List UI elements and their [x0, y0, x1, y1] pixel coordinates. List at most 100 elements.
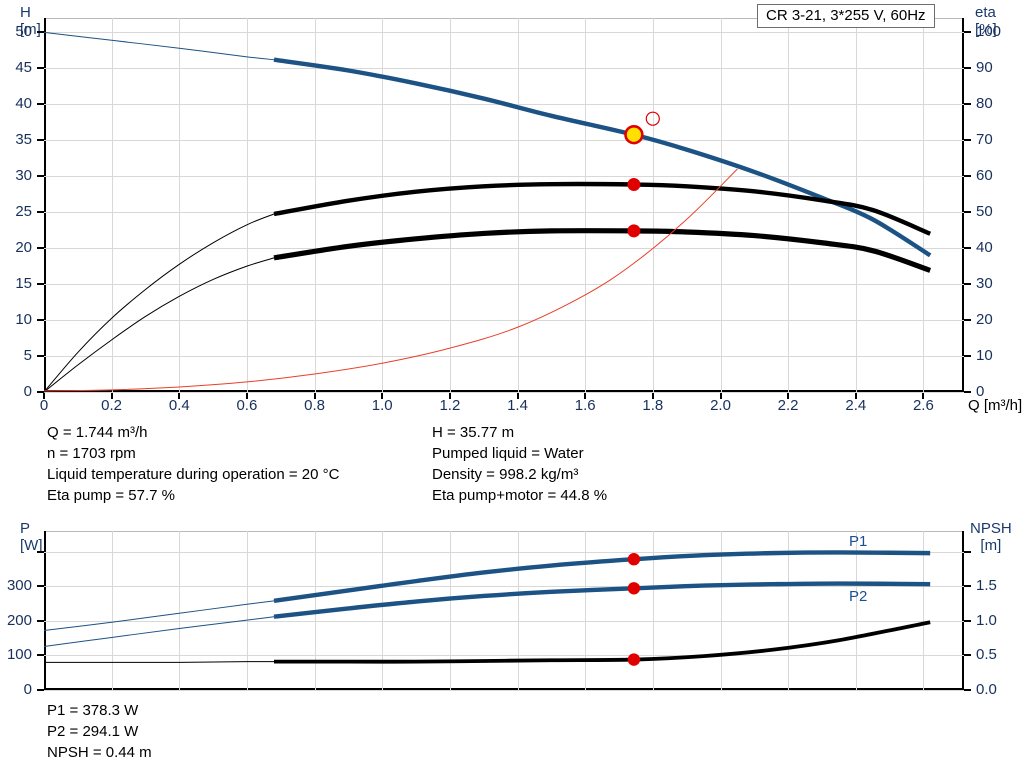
bottom-chart-right-tick-label: 0.5: [976, 646, 997, 664]
top-plot-left-tick: [37, 31, 44, 34]
curve-path: [43, 257, 275, 393]
top-chart-left-tick-label: 20: [15, 239, 32, 257]
top-plot-gridline-v: [179, 18, 181, 392]
bottom-plot-gridline-v: [517, 531, 519, 690]
top-chart-plot-area: [37, 18, 971, 399]
bottom-plot-gridline-v: [652, 531, 654, 690]
top-plot-gridline-v: [788, 18, 790, 392]
top-chart-xtick-label: 1.8: [642, 397, 664, 414]
top-plot-gridline-v: [111, 18, 113, 392]
top-plot-left-tick: [37, 211, 44, 214]
bottom-left-axis-unit: [W]: [20, 537, 43, 554]
top-chart-right-tick-label: 60: [976, 167, 993, 185]
top-plot-gridline-h: [44, 176, 964, 178]
top-chart-left-axis-title: H [m]: [20, 4, 41, 38]
top-chart-right-tick-label: 30: [976, 275, 993, 293]
bottom-plot-gridline-h: [44, 586, 964, 588]
top-plot-left-tick: [37, 391, 44, 393]
top-plot-gridline-h: [44, 392, 964, 393]
readout-n: n = 1703 rpm: [47, 445, 136, 462]
readout-p1: P1 = 378.3 W: [47, 702, 139, 719]
readout-bottom: P1 = 378.3 W P2 = 294.1 W NPSH = 0.44 m: [47, 702, 152, 761]
top-chart-right-tick-label: 80: [976, 95, 993, 113]
bottom-chart-right-tick-label: 0.0: [976, 681, 997, 698]
top-plot-right-tick: [964, 103, 971, 106]
top-plot-left-tick: [37, 283, 44, 286]
bottom-plot-frame-bottom: [44, 688, 964, 690]
top-chart-xtick-label: 1.2: [439, 397, 461, 414]
top-left-axis-name: H: [20, 4, 31, 21]
top-plot-gridline-v: [449, 18, 451, 392]
p2-duty-dot: [627, 582, 641, 595]
readout-top-column-2: H = 35.77 m Pumped liquid = Water Densit…: [432, 424, 607, 504]
p1-duty-dot: [627, 553, 641, 566]
bottom-plot-gridline-v: [585, 531, 587, 690]
readout-pumped-liquid: Pumped liquid = Water: [432, 445, 584, 462]
readout-density: Density = 998.2 kg/m³: [432, 466, 579, 483]
top-chart-right-tick-label: 0: [976, 383, 985, 400]
top-plot-xtick: [854, 392, 857, 399]
eta-pump-duty-dot: [627, 178, 641, 191]
top-plot-gridline-h: [44, 320, 964, 322]
top-plot-gridline-h: [44, 356, 964, 357]
top-plot-gridline-v: [652, 18, 654, 392]
bottom-plot-right-tick: [964, 619, 971, 622]
bottom-right-axis-name: NPSH: [970, 520, 1012, 537]
readout-liquid-temp: Liquid temperature during operation = 20…: [47, 466, 340, 483]
top-chart-xtick-label: 1.4: [507, 397, 528, 414]
readout-npsh: NPSH = 0.44 m: [47, 744, 152, 761]
curve-path: [273, 57, 932, 258]
bottom-plot-gridline-v: [246, 531, 248, 690]
top-plot-xtick: [178, 392, 181, 399]
top-plot-right-tick: [964, 355, 971, 357]
bottom-plot-right-tick: [964, 550, 971, 553]
top-chart-xtick-label: 0: [39, 397, 49, 414]
top-plot-right-tick: [964, 211, 971, 214]
bottom-plot-gridline-v: [382, 531, 384, 690]
bottom-plot-frame-top: [44, 531, 964, 532]
top-plot-frame-left: [44, 18, 46, 392]
readout-h: H = 35.77 m: [432, 424, 515, 441]
bottom-left-axis-name: P: [20, 520, 31, 537]
top-plot-right-tick: [964, 247, 971, 250]
bottom-plot-gridline-v: [449, 531, 451, 690]
bottom-plot-right-tick: [964, 689, 971, 691]
top-chart-xtick-label: 0.8: [304, 397, 326, 414]
top-chart-right-tick-label: 20: [976, 311, 993, 329]
bottom-plot-gridline-h: [44, 620, 964, 622]
bottom-plot-frame-right: [962, 531, 964, 690]
top-plot-xtick: [245, 392, 248, 399]
p2-curve-label: P2: [849, 588, 868, 605]
top-chart-left-tick-label: 50: [15, 23, 32, 41]
top-plot-gridline-v: [246, 18, 248, 392]
top-plot-left-tick: [37, 139, 44, 142]
top-chart-right-tick-label: 50: [976, 203, 993, 221]
bottom-chart-left-tick-label: 0: [23, 681, 32, 698]
top-plot-xtick: [584, 392, 587, 399]
top-right-axis-name: eta: [975, 4, 996, 21]
bottom-plot-left-tick: [37, 619, 44, 622]
bottom-plot-left-tick: [37, 654, 44, 657]
bottom-plot-gridline-h: [44, 690, 964, 691]
head-duty-point-marker: [624, 124, 644, 145]
top-plot-frame-bottom: [44, 390, 964, 392]
top-plot-gridline-h: [44, 140, 964, 142]
top-plot-xtick: [719, 392, 722, 399]
top-chart-xtick-label: 0.6: [236, 397, 258, 414]
top-chart-left-tick-label: 25: [15, 203, 32, 221]
bottom-plot-gridline-h: [44, 655, 964, 657]
top-chart-right-tick-label: 70: [976, 131, 993, 149]
top-chart-curves: [43, 31, 932, 393]
top-plot-gridline-v: [585, 18, 587, 392]
top-chart-right-tick-label: 10: [976, 347, 993, 364]
readout-eta-pump: Eta pump = 57.7 %: [47, 487, 175, 504]
curve-path: [43, 600, 275, 632]
top-chart-xtick-label: 0.4: [168, 397, 190, 414]
readout-q: Q = 1.744 m³/h: [47, 424, 148, 441]
top-chart-right-tick-label: 40: [976, 239, 993, 257]
readout-eta-pump-motor: Eta pump+motor = 44.8 %: [432, 487, 608, 504]
top-chart-left-tick-label: 10: [15, 311, 32, 329]
top-plot-gridline-h: [44, 248, 964, 250]
top-chart-left-tick-label: 5: [23, 347, 32, 364]
top-chart-xtick-label: 2.2: [777, 397, 799, 414]
